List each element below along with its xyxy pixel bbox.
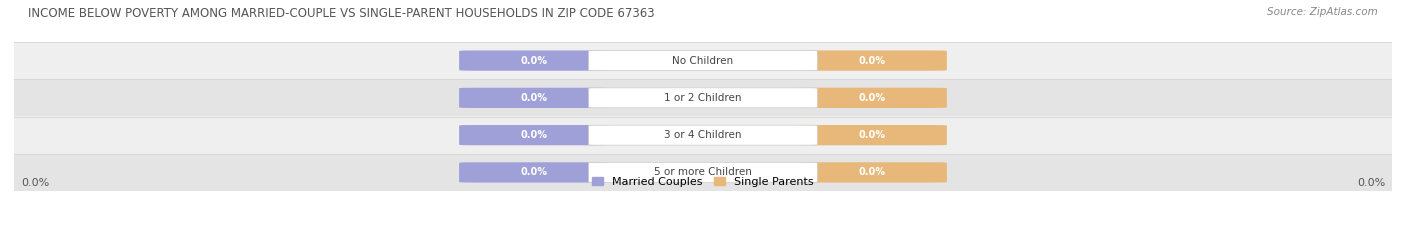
Bar	[14, 154, 1392, 191]
Text: 0.0%: 0.0%	[520, 168, 548, 177]
FancyBboxPatch shape	[797, 162, 946, 183]
Text: 0.0%: 0.0%	[858, 56, 886, 65]
Text: INCOME BELOW POVERTY AMONG MARRIED-COUPLE VS SINGLE-PARENT HOUSEHOLDS IN ZIP COD: INCOME BELOW POVERTY AMONG MARRIED-COUPL…	[28, 7, 655, 20]
Text: 0.0%: 0.0%	[21, 178, 49, 188]
Text: Source: ZipAtlas.com: Source: ZipAtlas.com	[1267, 7, 1378, 17]
FancyBboxPatch shape	[589, 51, 817, 71]
FancyBboxPatch shape	[460, 50, 609, 71]
Text: 0.0%: 0.0%	[858, 168, 886, 177]
Text: 0.0%: 0.0%	[858, 130, 886, 140]
FancyBboxPatch shape	[460, 125, 609, 145]
Text: 0.0%: 0.0%	[1357, 178, 1385, 188]
FancyBboxPatch shape	[460, 162, 609, 183]
Bar	[14, 116, 1392, 154]
Text: 0.0%: 0.0%	[520, 130, 548, 140]
Bar	[14, 79, 1392, 116]
FancyBboxPatch shape	[797, 88, 946, 108]
Text: 1 or 2 Children: 1 or 2 Children	[664, 93, 742, 103]
Text: 0.0%: 0.0%	[520, 56, 548, 65]
Text: 3 or 4 Children: 3 or 4 Children	[664, 130, 742, 140]
Text: 0.0%: 0.0%	[858, 93, 886, 103]
Legend: Married Couples, Single Parents: Married Couples, Single Parents	[592, 177, 814, 187]
Bar	[14, 42, 1392, 79]
Text: No Children: No Children	[672, 56, 734, 65]
Text: 5 or more Children: 5 or more Children	[654, 168, 752, 177]
FancyBboxPatch shape	[589, 162, 817, 182]
FancyBboxPatch shape	[589, 88, 817, 108]
FancyBboxPatch shape	[797, 125, 946, 145]
FancyBboxPatch shape	[460, 88, 609, 108]
FancyBboxPatch shape	[797, 50, 946, 71]
FancyBboxPatch shape	[589, 125, 817, 145]
Text: 0.0%: 0.0%	[520, 93, 548, 103]
